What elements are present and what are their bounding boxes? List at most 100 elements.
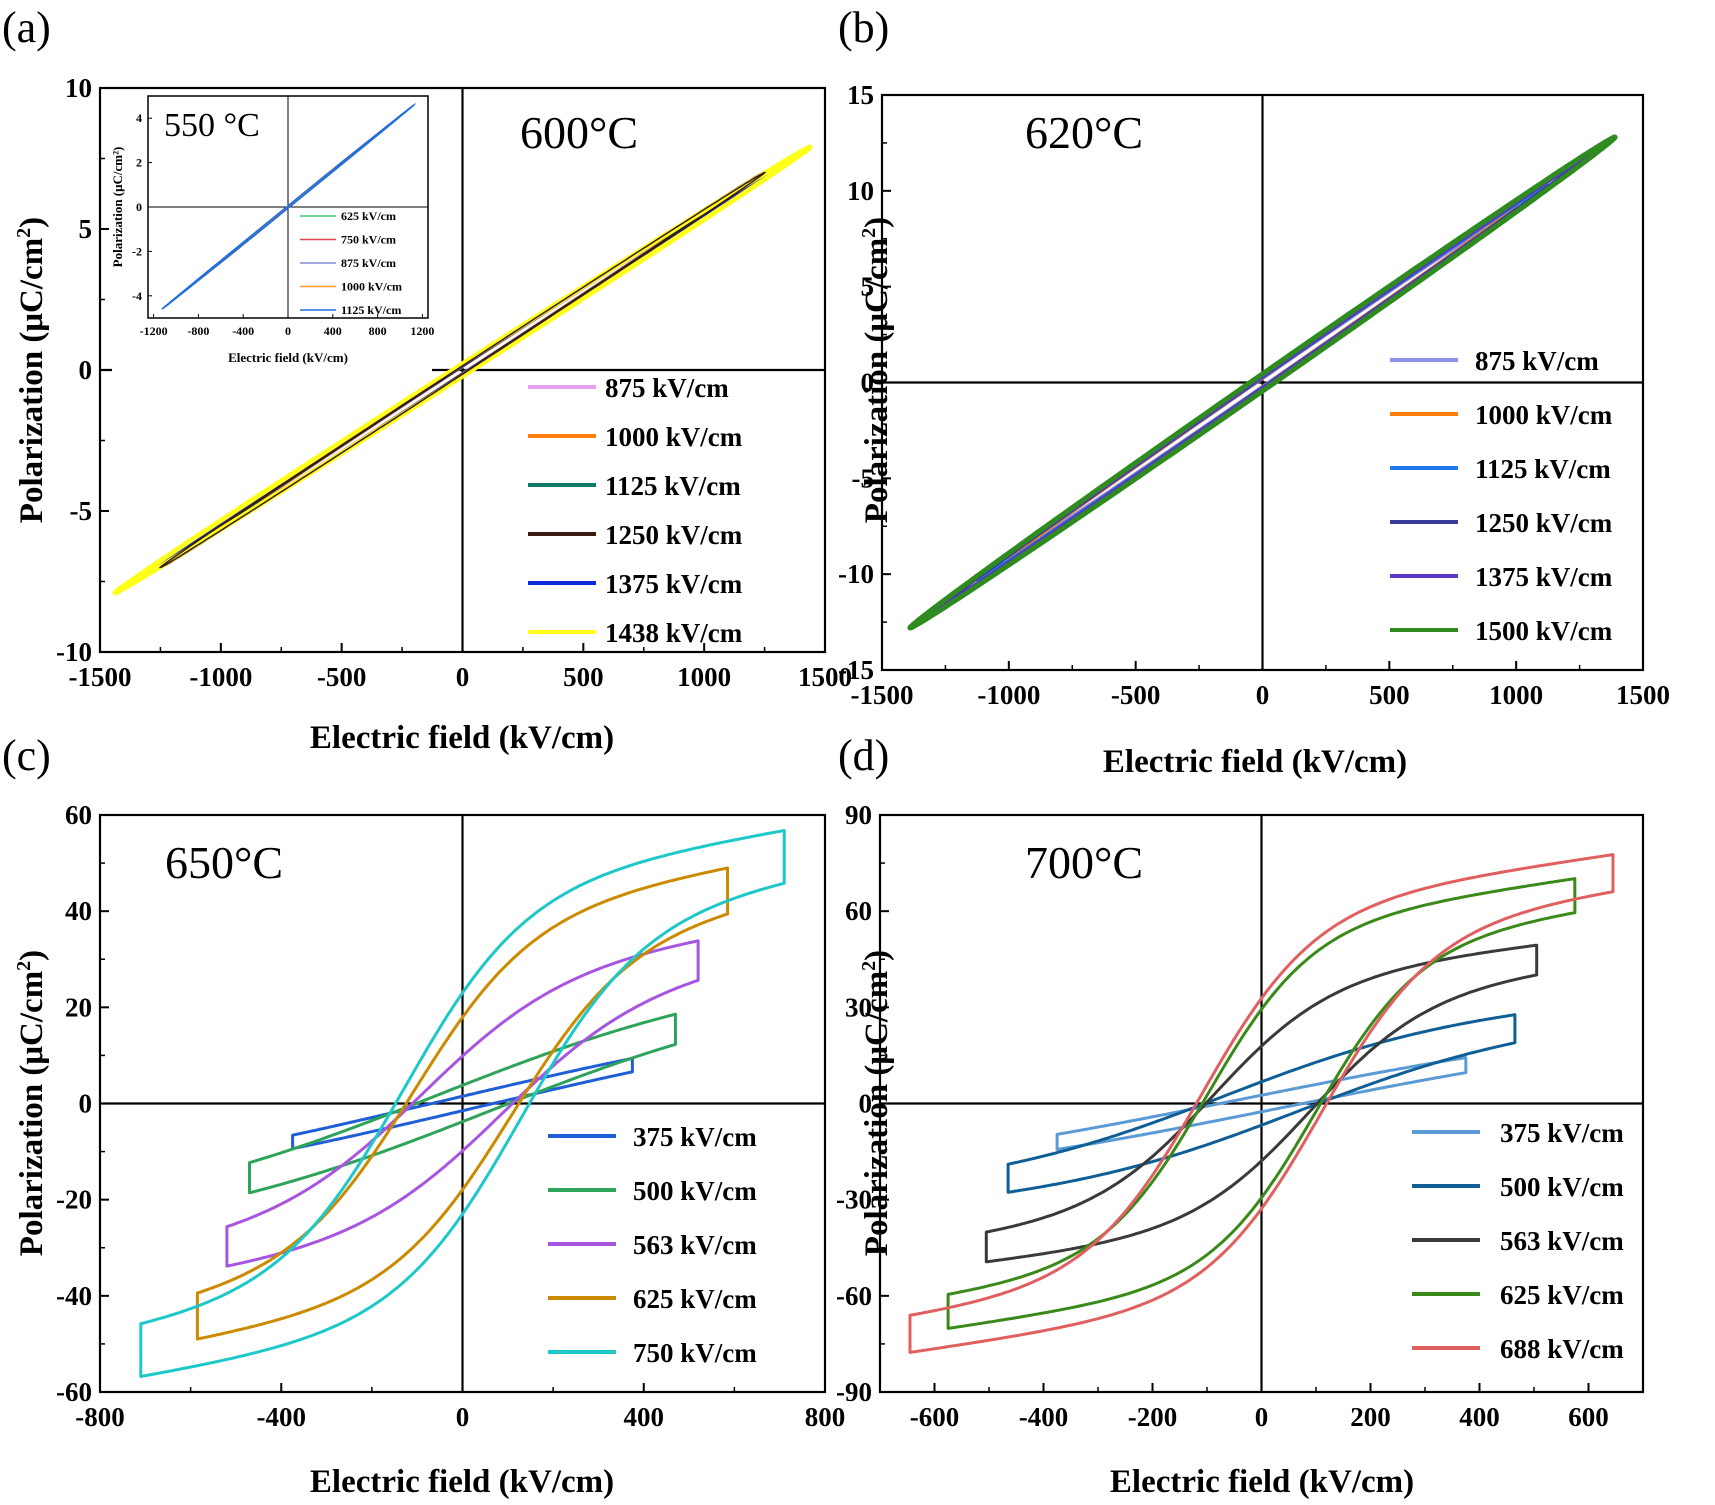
panel-a: (a) -1500 -1000 -500 0 500 1000 1500 -10 -5 0 5 10 El…: [2, 3, 852, 756]
inset-legend-label: 875 kV/cm: [341, 256, 396, 270]
series-line-375-kV-cm: [1055, 1056, 1468, 1151]
series-group: [908, 853, 1615, 1354]
y-axis-label-close: ): [859, 217, 895, 228]
x-tick-label: -400: [257, 1402, 307, 1432]
y-tick-label: 5: [861, 272, 875, 302]
x-tick-label: -1500: [851, 680, 914, 710]
x-tick-label: 1000: [1489, 680, 1543, 710]
x-tick-label: -800: [75, 1402, 125, 1432]
temperature-annotation: 650°C: [165, 837, 283, 888]
y-axis-label-main: Polarization (μC/cm: [859, 971, 895, 1256]
x-axis-label: Electric field (kV/cm): [310, 720, 614, 756]
y-axis-label-close: ): [859, 950, 895, 961]
inset-x-tick-label: 1200: [410, 324, 434, 338]
y-axis-label-main: Polarization (μC/cm: [14, 238, 50, 523]
inset-chart: -1200 -800 -400 0 400 800 1200 -4 -2 0 2 4 Electric …: [110, 90, 434, 372]
inset-x-tick-label: 0: [285, 324, 291, 338]
inset-x-tick-label: -400: [232, 324, 254, 338]
inset-legend-label: 1125 kV/cm: [341, 303, 401, 317]
y-tick-label: -5: [70, 496, 93, 526]
legend-label: 1375 kV/cm: [1475, 562, 1613, 592]
x-axis-label: Electric field (kV/cm): [1110, 1464, 1414, 1500]
x-tick-label: -1000: [977, 680, 1040, 710]
legend-label: 1250 kV/cm: [605, 520, 743, 550]
x-tick-label: 800: [805, 1402, 846, 1432]
inset-y-tick-label: 2: [136, 156, 142, 170]
x-tick-label: 400: [1459, 1402, 1500, 1432]
x-tick-label: 1500: [798, 662, 852, 692]
legend-label: 750 kV/cm: [633, 1338, 757, 1368]
series-line-1500-kV-cm: [907, 134, 1618, 631]
y-axis-label-close: ): [14, 217, 50, 228]
legend-label: 875 kV/cm: [605, 373, 729, 403]
legend-label: 375 kV/cm: [633, 1122, 757, 1152]
y-tick-label: -30: [836, 1185, 872, 1215]
y-tick-label: 60: [845, 896, 872, 926]
panel-b: (b) -1500 -1000 -500 0 500 1000 1500 -15 -10 -5 0 5 1…: [838, 3, 1670, 780]
legend-label: 625 kV/cm: [633, 1284, 757, 1314]
temperature-annotation: 620°C: [1025, 107, 1143, 158]
series-group: [112, 144, 813, 596]
x-tick-label: 400: [624, 1402, 665, 1432]
legend-label: 1000 kV/cm: [605, 422, 743, 452]
inset-y-axis-label: Polarization (μC/cm²): [110, 147, 125, 268]
x-tick-label: 0: [1255, 1402, 1269, 1432]
y-tick-label: 0: [861, 368, 875, 398]
y-tick-label: -15: [838, 655, 874, 685]
legend-label: 375 kV/cm: [1500, 1118, 1624, 1148]
series-line-500-kV-cm: [1006, 1013, 1517, 1194]
y-tick-label: -40: [56, 1281, 92, 1311]
y-axis-label-sup: 2: [858, 961, 880, 971]
panel-label: (a): [2, 3, 51, 52]
y-axis-label: Polarization (μC/cm2): [858, 950, 895, 1256]
y-tick-label: -5: [852, 463, 875, 493]
inset-legend-label: 1000 kV/cm: [341, 280, 402, 294]
y-axis-label-main: Polarization (μC/cm: [14, 971, 50, 1256]
panel-c: (c) -800 -400 0 400 800 -60 -40 -20 0 20 40 60 Electr…: [2, 731, 845, 1500]
inset-x-tick-label: 400: [324, 324, 342, 338]
series-group: [139, 829, 786, 1378]
x-tick-label: -500: [1111, 680, 1161, 710]
x-tick-label: -1000: [189, 662, 252, 692]
legend-label: 1438 kV/cm: [605, 618, 743, 648]
inset-background: [112, 90, 432, 372]
inset-x-tick-label: -1200: [140, 324, 168, 338]
inset-x-axis-label: Electric field (kV/cm): [228, 350, 348, 365]
panel-d: (d) -600 -400 -200 0 200 400 600 -90 -60 -30 0 30 60 9…: [836, 731, 1645, 1500]
inset-y-tick-label: 4: [136, 111, 142, 125]
y-tick-label: -60: [836, 1281, 872, 1311]
legend-label: 1125 kV/cm: [1475, 454, 1611, 484]
legend-label: 1125 kV/cm: [605, 471, 741, 501]
series-line-563-kV-cm: [984, 943, 1539, 1264]
series-line-500-kV-cm: [248, 1012, 677, 1195]
legend-label: 1500 kV/cm: [1475, 616, 1613, 646]
temperature-annotation: 700°C: [1025, 837, 1143, 888]
x-tick-label: -400: [1019, 1402, 1069, 1432]
legend-label: 688 kV/cm: [1500, 1334, 1624, 1364]
y-axis-label-sup: 2: [858, 228, 880, 238]
y-tick-label: 40: [65, 896, 92, 926]
y-tick-label: 0: [79, 1089, 93, 1119]
legend-label: 875 kV/cm: [1475, 346, 1599, 376]
y-tick-label: 90: [845, 800, 872, 830]
y-axis-label: Polarization (μC/cm2): [858, 217, 895, 523]
inset-y-tick-label: -4: [132, 289, 142, 303]
x-axis-label: Electric field (kV/cm): [310, 1464, 614, 1500]
y-tick-label: -10: [56, 637, 92, 667]
x-tick-label: -1500: [69, 662, 132, 692]
x-axis-label: Electric field (kV/cm): [1103, 744, 1407, 780]
x-tick-label: 0: [456, 662, 470, 692]
series-core-line: [158, 171, 767, 569]
panel-label: (d): [838, 731, 889, 780]
x-tick-label: 500: [563, 662, 604, 692]
legend-label: 563 kV/cm: [633, 1230, 757, 1260]
x-tick-label: 200: [1350, 1402, 1391, 1432]
y-tick-label: 15: [847, 80, 874, 110]
inset-legend-label: 750 kV/cm: [341, 233, 396, 247]
legend-label: 1375 kV/cm: [605, 569, 743, 599]
inset-series-line: [161, 102, 417, 310]
legend-label: 1250 kV/cm: [1475, 508, 1613, 538]
series-group: [907, 134, 1618, 631]
y-axis-label: Polarization (μC/cm2): [13, 217, 50, 523]
